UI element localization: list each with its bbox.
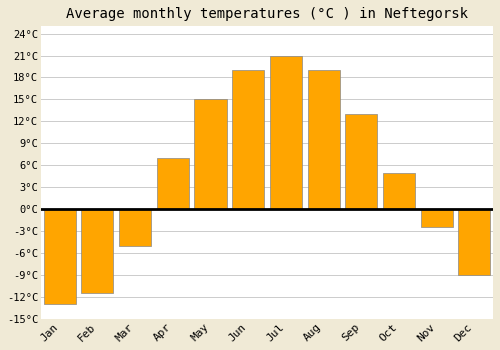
Bar bbox=[157, 158, 189, 209]
Bar bbox=[420, 209, 452, 228]
Bar bbox=[44, 209, 76, 304]
Bar bbox=[119, 209, 151, 246]
Bar bbox=[308, 70, 340, 209]
Title: Average monthly temperatures (°C ) in Neftegorsk: Average monthly temperatures (°C ) in Ne… bbox=[66, 7, 468, 21]
Bar bbox=[82, 209, 114, 293]
Bar bbox=[458, 209, 490, 275]
Bar bbox=[270, 56, 302, 209]
Bar bbox=[194, 99, 226, 209]
Bar bbox=[345, 114, 377, 209]
Bar bbox=[383, 173, 415, 209]
Bar bbox=[232, 70, 264, 209]
